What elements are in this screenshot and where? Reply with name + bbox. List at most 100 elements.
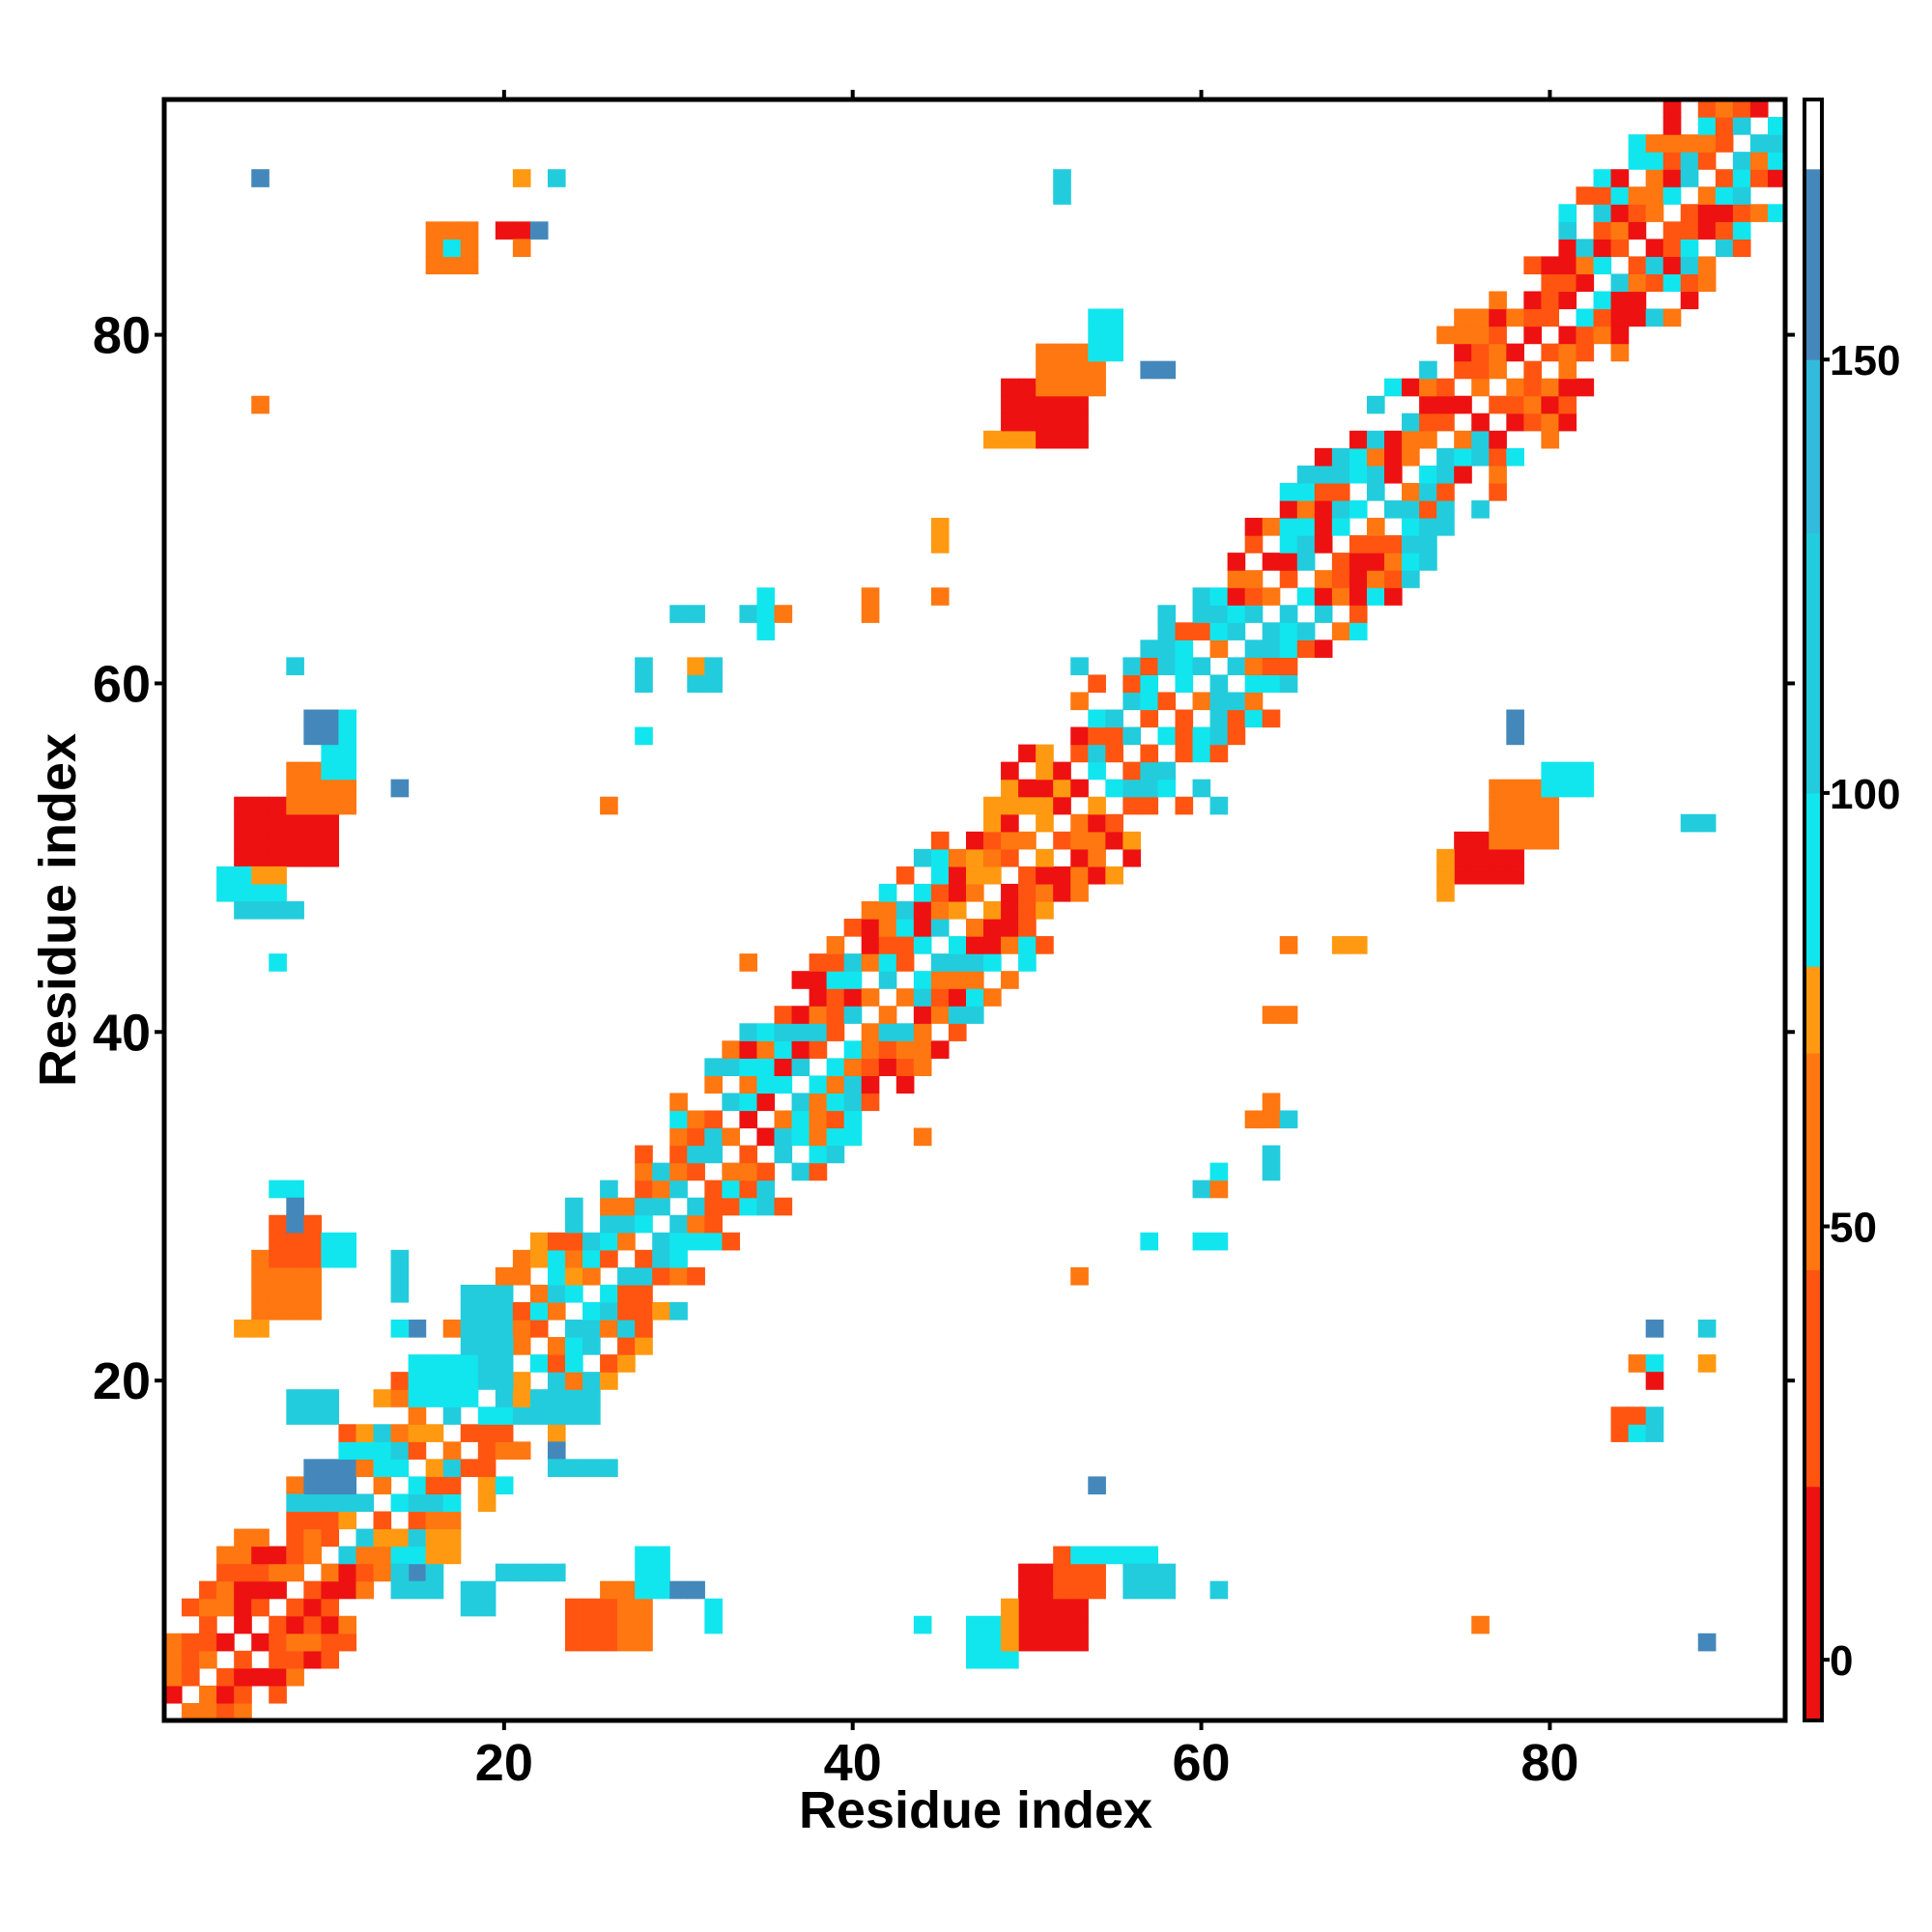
- heatmap-cell: [1070, 1580, 1089, 1600]
- y-tick-labels: 20 40 60 80: [93, 307, 151, 1411]
- heatmap-cell: [216, 1702, 235, 1721]
- heatmap-cell: [321, 796, 340, 815]
- heatmap-cell: [1454, 343, 1472, 362]
- heatmap-cell: [1523, 395, 1542, 414]
- y-tick-label: 20: [93, 1352, 151, 1410]
- heatmap-cell: [1454, 395, 1472, 414]
- heatmap-cell: [321, 744, 340, 763]
- heatmap-cell: [1227, 657, 1246, 676]
- heatmap-cell: [512, 1563, 531, 1582]
- heatmap-cell: [1157, 692, 1177, 711]
- heatmap-cell: [1036, 343, 1054, 362]
- heatmap-cell: [425, 1476, 444, 1495]
- heatmap-cell: [1576, 273, 1595, 293]
- heatmap-cell: [983, 1615, 1002, 1634]
- heatmap-cell: [442, 1459, 462, 1477]
- heatmap-cell: [1506, 412, 1524, 432]
- heatmap-cell: [1227, 570, 1246, 588]
- heatmap-cell: [1244, 639, 1264, 658]
- heatmap-cell: [286, 900, 304, 920]
- heatmap-cell: [321, 1389, 340, 1407]
- heatmap-cell: [390, 1563, 410, 1582]
- heatmap-cell: [1680, 291, 1699, 310]
- heatmap-cell: [704, 1058, 723, 1077]
- heatmap-cell: [1018, 779, 1037, 798]
- heatmap-cell: [251, 1546, 270, 1565]
- heatmap-cell: [809, 1162, 828, 1181]
- heatmap-cell: [704, 1214, 723, 1234]
- heatmap-cell: [1070, 657, 1089, 676]
- heatmap-cell: [286, 1249, 304, 1268]
- heatmap-cell: [338, 1424, 357, 1442]
- x-tick-label: 60: [1173, 1734, 1231, 1792]
- heatmap-cell: [1419, 535, 1437, 554]
- heatmap-cell: [669, 1145, 688, 1164]
- heatmap-cell: [600, 1354, 618, 1373]
- heatmap-cell: [1244, 1110, 1264, 1129]
- heatmap-cell: [1209, 692, 1229, 711]
- heatmap-cell: [1209, 674, 1229, 694]
- heatmap-cell: [216, 1580, 235, 1600]
- heatmap-cell: [1489, 482, 1507, 501]
- heatmap-cell: [338, 1441, 357, 1460]
- heatmap-cell: [1018, 430, 1037, 449]
- heatmap-cell: [791, 1058, 810, 1077]
- heatmap-cell: [355, 1528, 375, 1548]
- heatmap-cell: [930, 900, 950, 920]
- heatmap-cell: [1471, 378, 1490, 397]
- heatmap-cell: [251, 796, 270, 815]
- heatmap-cell: [1088, 326, 1106, 345]
- heatmap-cell: [321, 848, 340, 867]
- heatmap-cell: [1523, 412, 1542, 432]
- heatmap-cell: [1436, 378, 1455, 397]
- heatmap-cell: [1070, 430, 1089, 449]
- heatmap-cell: [895, 900, 915, 920]
- heatmap-cell: [1662, 134, 1682, 153]
- heatmap-cell: [1697, 1354, 1717, 1373]
- heatmap-cell: [652, 1266, 670, 1286]
- heatmap-cell: [442, 1372, 462, 1390]
- heatmap-cell: [1558, 761, 1577, 781]
- heatmap-cell: [1018, 1598, 1037, 1617]
- heatmap-cell: [1680, 169, 1699, 187]
- colorbar-tick-label: 100: [1830, 771, 1900, 818]
- heatmap-cell: [930, 1006, 950, 1024]
- heatmap-cell: [321, 1563, 340, 1582]
- heatmap-cell: [1105, 831, 1123, 850]
- heatmap-cell: [390, 1249, 410, 1268]
- heatmap-cell: [774, 605, 793, 623]
- heatmap-cell: [1314, 465, 1333, 484]
- heatmap-cell: [1209, 796, 1229, 815]
- heatmap-cell: [965, 1650, 984, 1669]
- heatmap-cell: [1715, 221, 1734, 240]
- heatmap-cell: [442, 1476, 462, 1495]
- heatmap-cell: [1244, 535, 1264, 554]
- heatmap-cell: [442, 1320, 462, 1338]
- heatmap-cell: [1402, 430, 1420, 449]
- heatmap-cell: [983, 953, 1002, 972]
- heatmap-cell: [495, 1372, 514, 1390]
- heatmap-cell: [321, 1528, 340, 1548]
- heatmap-cell: [373, 1563, 392, 1582]
- colorbar-tick-label: 150: [1830, 337, 1900, 384]
- heatmap-cell: [652, 1563, 670, 1582]
- heatmap-cell: [321, 1232, 340, 1251]
- heatmap-cell: [1296, 639, 1316, 658]
- heatmap-cell: [965, 953, 984, 972]
- heatmap-cell: [1628, 308, 1647, 327]
- heatmap-cell: [460, 239, 479, 257]
- heatmap-cell: [1088, 866, 1106, 885]
- heatmap-cell: [722, 1162, 741, 1181]
- heatmap-cell: [739, 1110, 758, 1129]
- heatmap-cell: [1018, 1633, 1037, 1652]
- heatmap-cell: [1070, 1563, 1089, 1582]
- heatmap-cell: [1036, 395, 1054, 414]
- heatmap-cell: [512, 1389, 531, 1407]
- heatmap-cell: [1209, 1179, 1229, 1199]
- heatmap-cell: [1366, 447, 1385, 467]
- heatmap-cell: [1262, 1162, 1281, 1181]
- heatmap-cell: [442, 256, 462, 275]
- heatmap-cell: [1558, 360, 1577, 380]
- heatmap-cell: [269, 813, 287, 833]
- heatmap-cell: [582, 1337, 601, 1355]
